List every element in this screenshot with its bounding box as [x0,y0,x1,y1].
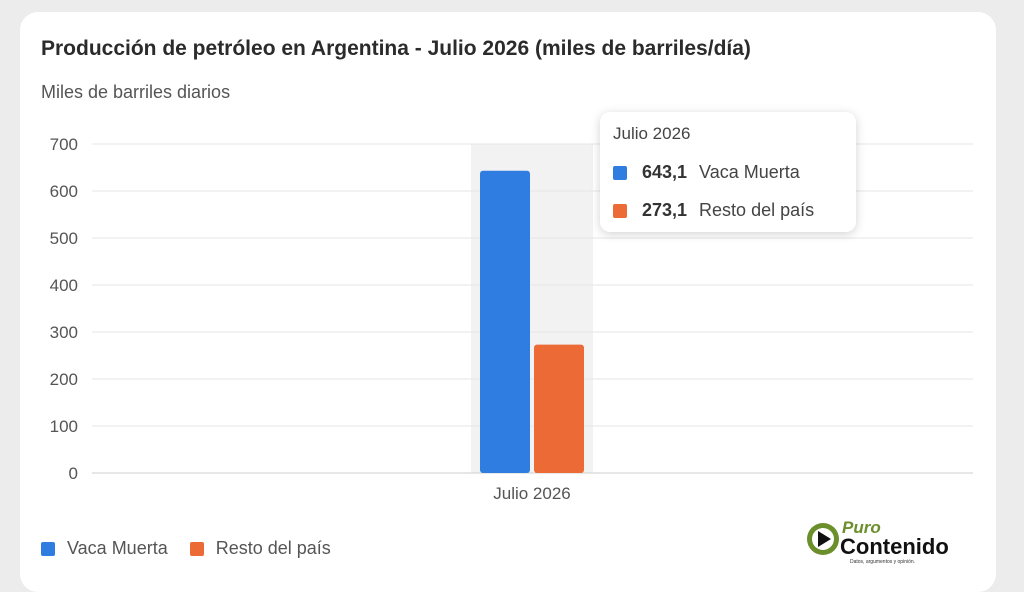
bar-vaca-muerta[interactable] [480,170,530,474]
legend-item-vaca-muerta[interactable]: Vaca Muerta [41,538,168,559]
chart-title: Producción de petróleo en Argentina - Ju… [41,37,751,60]
tooltip-row-resto: 273,1 Resto del país [613,200,814,221]
bar-resto[interactable] [534,344,584,473]
x-tick-labels: Julio 2026 [493,484,571,503]
legend-item-resto[interactable]: Resto del país [189,538,331,559]
bar-chart: 0 100 200 300 400 500 600 700 Julio 2026 [50,135,973,503]
y-tick-labels: 0 100 200 300 400 500 600 700 [50,135,78,483]
y-tick-label: 0 [69,464,78,483]
legend-label: Vaca Muerta [67,538,168,558]
brand-logo: Puro Contenido Datos, argumentos y opini… [806,518,976,566]
logo-word-contenido: Contenido [840,534,949,559]
tooltip: Julio 2026 643,1 Vaca Muerta 273,1 Resto… [600,112,856,232]
legend: Vaca Muerta Resto del país [41,538,353,559]
x-tick-label: Julio 2026 [493,484,571,503]
y-tick-label: 300 [50,323,78,342]
tooltip-swatch-vaca-muerta [613,165,627,180]
tooltip-value: 643,1 [642,162,688,182]
y-tick-label: 400 [50,276,78,295]
legend-label: Resto del país [215,538,331,558]
tooltip-title: Julio 2026 [613,124,691,143]
logo-word-puro: Puro [842,518,881,537]
y-axis-label: Miles de barriles diarios [41,82,231,102]
tooltip-row-vaca-muerta: 643,1 Vaca Muerta [613,162,800,183]
tooltip-swatch-resto [613,203,627,218]
grid-lines [92,143,973,474]
y-tick-label: 200 [50,370,78,389]
y-tick-label: 600 [50,182,78,201]
bars [480,170,584,474]
play-icon [807,523,839,555]
tooltip-label: Resto del país [699,200,815,220]
tooltip-value: 273,1 [642,200,688,220]
logo-tagline: Datos, argumentos y opinión. [850,559,916,565]
legend-swatch [41,541,55,556]
legend-swatch [189,541,204,556]
y-tick-label: 100 [50,417,78,436]
y-tick-label: 500 [50,229,78,248]
y-tick-label: 700 [50,135,78,154]
tooltip-label: Vaca Muerta [699,162,800,182]
